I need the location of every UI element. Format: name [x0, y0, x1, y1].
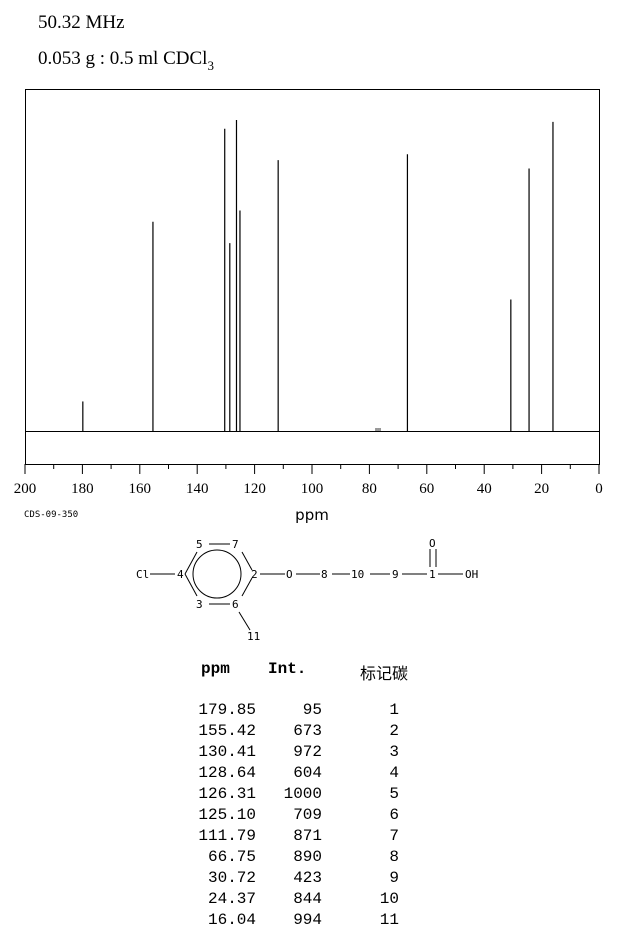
x-tick-label: 20	[534, 481, 549, 497]
sample-subscript: 3	[207, 58, 214, 73]
table-header-ppm: ppm	[201, 660, 230, 678]
x-tick-label: 160	[129, 481, 152, 497]
intensity-cell: 994	[293, 911, 322, 929]
x-tick-label: 40	[477, 481, 492, 497]
atom-label: O	[429, 537, 436, 550]
x-tick-label: 140	[186, 481, 209, 497]
atom-label: Cl	[136, 568, 149, 581]
carbon-cell: 9	[389, 869, 399, 887]
x-tick-label: 60	[419, 481, 434, 497]
atom-label: 1	[429, 568, 436, 581]
atom-label: 11	[247, 630, 260, 643]
ppm-cell: 111.79	[198, 827, 256, 845]
carbon-cell: 2	[389, 722, 399, 740]
table-row: 66.75 890 8	[0, 848, 622, 869]
atom-label: 2	[251, 568, 258, 581]
carbon-cell: 11	[379, 911, 399, 929]
intensity-cell: 709	[293, 806, 322, 824]
table-row: 24.37 844 10	[0, 890, 622, 911]
atom-label: OH	[465, 568, 478, 581]
intensity-cell: 844	[293, 890, 322, 908]
x-tick-label: 100	[301, 481, 324, 497]
table-row: 155.42 673 2	[0, 722, 622, 743]
table-row: 126.31 1000 5	[0, 785, 622, 806]
intensity-cell: 95	[302, 701, 322, 719]
table-header-carbon: 标记碳	[360, 664, 409, 683]
intensity-cell: 673	[293, 722, 322, 740]
x-tick-label: 200	[14, 481, 37, 497]
atom-label: 6	[232, 598, 239, 611]
carbon-cell: 7	[389, 827, 399, 845]
ppm-cell: 179.85	[198, 701, 256, 719]
plot-frame	[25, 89, 600, 465]
table-header-intensity: Int.	[268, 660, 307, 678]
intensity-cell: 871	[293, 827, 322, 845]
ppm-cell: 30.72	[207, 869, 256, 887]
carbon-cell: 1	[389, 701, 399, 719]
carbon-cell: 4	[389, 764, 399, 782]
atom-label: O	[286, 568, 293, 581]
table-row: 130.41 972 3	[0, 743, 622, 764]
atom-label: 7	[232, 538, 239, 551]
x-tick-label: 120	[243, 481, 266, 497]
intensity-cell: 972	[293, 743, 322, 761]
peaks-group	[82, 120, 554, 431]
ppm-cell: 66.75	[207, 848, 256, 866]
table-row: 125.10 709 6	[0, 806, 622, 827]
x-axis-label: ppm	[295, 506, 329, 524]
atom-label: 5	[196, 538, 203, 551]
spectrometer-frequency: 50.32 MHz	[38, 12, 125, 33]
intensity-cell: 1000	[283, 785, 322, 803]
table-row: 179.85 95 1	[0, 701, 622, 722]
ppm-cell: 130.41	[198, 743, 256, 761]
x-axis-ticks: 200 180 160 140 120 100 80 60 40 20 0	[14, 464, 603, 497]
spectrum-code: CDS-09-350	[24, 510, 79, 520]
table-row: 128.64 604 4	[0, 764, 622, 785]
table-row: 111.79 871 7	[0, 827, 622, 848]
atom-label: 9	[392, 568, 399, 581]
carbon-cell: 5	[389, 785, 399, 803]
nmr-spectrum-chart: 200 180 160 140 120 100 80 60 40 20 0 ppm	[14, 89, 603, 524]
atom-label: 8	[321, 568, 328, 581]
x-tick-label: 0	[595, 481, 603, 497]
ppm-cell: 126.31	[198, 785, 256, 803]
atom-label: 4	[177, 568, 184, 581]
atom-label: 3	[196, 598, 203, 611]
table-row: 16.04 994 11	[0, 911, 622, 932]
carbon-cell: 10	[379, 890, 399, 908]
table-row: 30.72 423 9	[0, 869, 622, 890]
intensity-cell: 604	[293, 764, 322, 782]
intensity-cell: 423	[293, 869, 322, 887]
carbon-cell: 8	[389, 848, 399, 866]
ppm-cell: 125.10	[198, 806, 256, 824]
ppm-cell: 128.64	[198, 764, 256, 782]
sample-description: 0.053 g : 0.5 ml CDCl3	[38, 48, 214, 74]
ppm-cell: 24.37	[207, 890, 256, 908]
sample-text: 0.053 g : 0.5 ml CDCl	[38, 48, 208, 69]
x-tick-label: 180	[71, 481, 94, 497]
ppm-cell: 16.04	[207, 911, 256, 929]
intensity-cell: 890	[293, 848, 322, 866]
x-tick-label: 80	[362, 481, 377, 497]
ppm-cell: 155.42	[198, 722, 256, 740]
carbon-cell: 6	[389, 806, 399, 824]
atom-label: 10	[351, 568, 364, 581]
carbon-cell: 3	[389, 743, 399, 761]
